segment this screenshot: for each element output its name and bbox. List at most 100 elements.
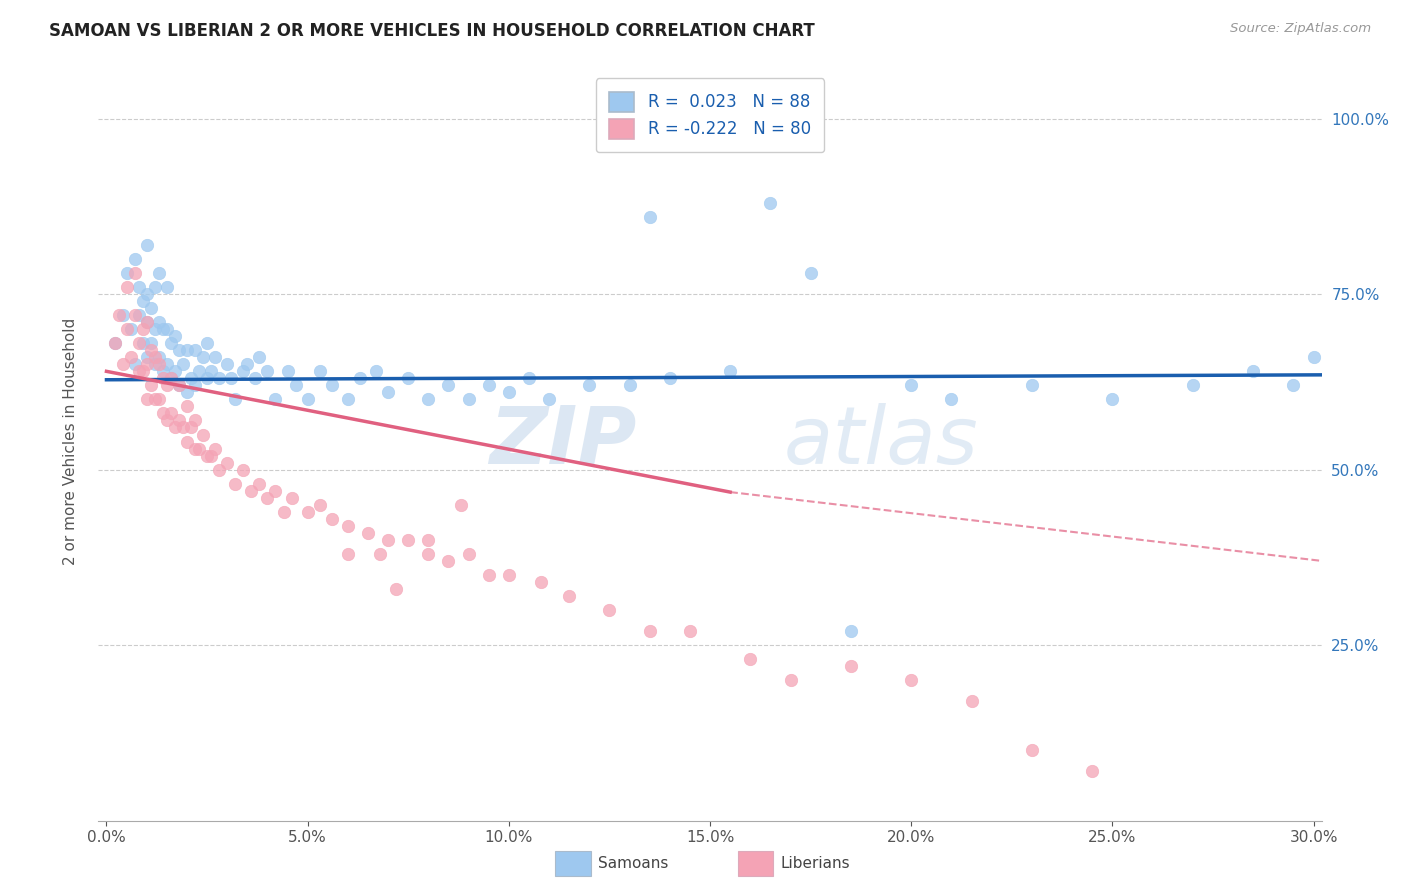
Point (200, 364, 222, 378)
Text: ZIP: ZIP (489, 402, 637, 481)
Point (941, 392, 963, 407)
Point (188, 442, 211, 456)
Point (128, 336, 150, 351)
Point (115, 322, 138, 336)
Point (357, 525, 380, 540)
Point (264, 392, 287, 407)
Point (103, 336, 125, 351)
Point (135, 351, 157, 365)
Point (176, 434, 198, 449)
Point (1241, 364, 1264, 378)
Point (131, 336, 153, 351)
Point (638, 210, 661, 224)
Point (718, 364, 741, 378)
Point (135, 287, 157, 301)
Point (478, 568, 501, 582)
Point (284, 378, 307, 392)
Point (247, 351, 270, 365)
Point (152, 322, 174, 336)
Point (163, 329, 186, 343)
Point (135, 315, 157, 329)
Point (152, 364, 174, 378)
Point (143, 280, 166, 294)
Point (191, 351, 214, 365)
Point (457, 392, 479, 407)
Point (160, 407, 183, 421)
Point (418, 533, 440, 547)
Text: Samoans: Samoans (598, 856, 668, 871)
Point (450, 498, 472, 512)
Point (139, 301, 162, 315)
Point (377, 385, 399, 400)
Point (779, 673, 801, 688)
Point (396, 533, 419, 547)
Point (385, 582, 408, 596)
Point (115, 266, 138, 280)
Point (232, 462, 254, 476)
Point (658, 371, 681, 385)
Point (128, 280, 150, 294)
Point (152, 371, 174, 385)
Point (498, 568, 520, 582)
Point (184, 378, 207, 392)
Point (245, 371, 267, 385)
Point (619, 378, 641, 392)
Point (517, 371, 540, 385)
Point (364, 364, 387, 378)
Point (124, 252, 146, 266)
Point (1101, 392, 1123, 407)
Point (1021, 378, 1043, 392)
Point (247, 476, 270, 491)
Point (184, 343, 207, 358)
Point (204, 442, 226, 456)
Point (172, 357, 194, 371)
Point (143, 357, 166, 371)
Point (204, 351, 226, 365)
Point (418, 547, 440, 561)
Point (336, 547, 359, 561)
Y-axis label: 2 or more Vehicles in Household: 2 or more Vehicles in Household (63, 318, 77, 566)
Point (377, 533, 399, 547)
Point (160, 371, 183, 385)
Point (124, 357, 146, 371)
Point (1081, 764, 1104, 779)
Point (308, 364, 330, 378)
Point (740, 652, 762, 666)
Point (107, 308, 129, 322)
Point (176, 343, 198, 358)
Point (208, 371, 231, 385)
Point (538, 392, 561, 407)
Point (217, 456, 239, 470)
Point (232, 364, 254, 378)
Point (120, 351, 142, 365)
Point (143, 322, 166, 336)
Point (437, 378, 460, 392)
Point (418, 392, 440, 407)
Point (167, 378, 190, 392)
Point (297, 392, 319, 407)
Point (195, 336, 218, 351)
Point (191, 427, 214, 442)
Point (184, 413, 207, 427)
Point (368, 547, 391, 561)
Point (128, 308, 150, 322)
Point (1302, 351, 1324, 365)
Point (131, 364, 153, 378)
Point (839, 624, 862, 639)
Point (638, 624, 661, 639)
Point (111, 308, 134, 322)
Point (180, 371, 202, 385)
Point (236, 357, 259, 371)
Point (156, 357, 179, 371)
Point (167, 413, 190, 427)
Legend: R =  0.023   N = 88, R = -0.222   N = 80: R = 0.023 N = 88, R = -0.222 N = 80 (596, 78, 824, 153)
Point (224, 476, 246, 491)
Point (148, 266, 170, 280)
Point (578, 378, 600, 392)
Point (558, 589, 581, 603)
Point (308, 498, 330, 512)
Point (679, 624, 702, 639)
Point (478, 378, 501, 392)
Point (156, 322, 179, 336)
Point (219, 371, 242, 385)
